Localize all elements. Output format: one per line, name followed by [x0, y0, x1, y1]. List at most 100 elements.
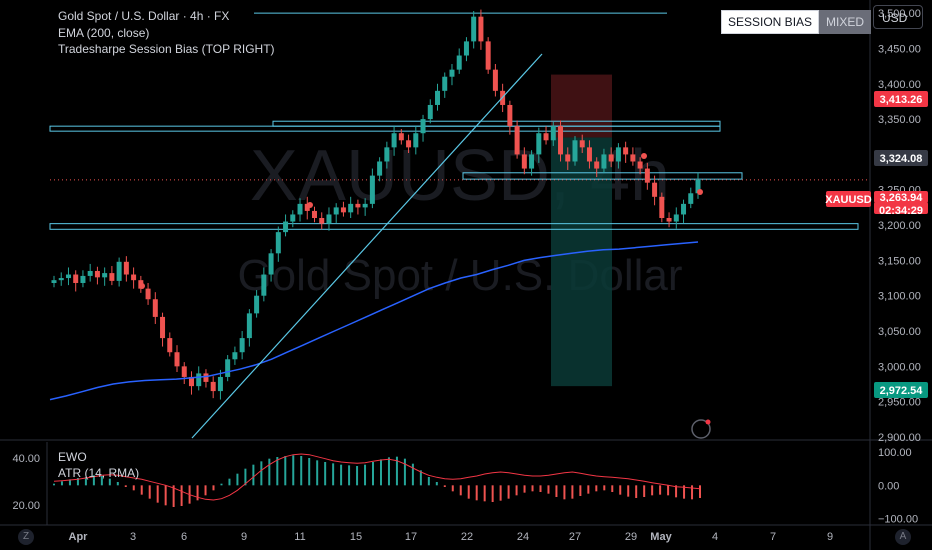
price-tick-label: 3,350.00 — [878, 114, 921, 126]
candle — [442, 76, 448, 91]
session-marker — [641, 153, 647, 159]
time-tick-label: 9 — [827, 531, 833, 543]
candle — [203, 373, 209, 382]
candle — [377, 161, 383, 176]
candle — [217, 376, 223, 392]
session-bias-label: SESSION BIAS — [721, 10, 820, 34]
ema-200-line — [49, 241, 699, 401]
candle — [623, 147, 629, 155]
candle — [558, 126, 564, 155]
candle — [565, 154, 571, 162]
price-tick-label: 3,050.00 — [878, 326, 921, 338]
ewo-indicator-label[interactable]: EWO — [58, 450, 87, 464]
candle — [283, 221, 289, 233]
candle — [246, 313, 252, 339]
candle — [145, 288, 151, 300]
candle — [427, 104, 433, 120]
candle — [391, 133, 397, 148]
candle — [355, 203, 361, 208]
timezone-corner-button[interactable]: Z — [18, 529, 34, 545]
candle — [369, 175, 375, 204]
price-badge-label: 3,413.26 — [880, 94, 923, 106]
time-tick-label: 22 — [461, 531, 473, 543]
candle — [181, 366, 187, 377]
atr-left-tick: 20.00 — [12, 500, 40, 512]
price-badge — [874, 382, 928, 398]
candle — [268, 253, 274, 275]
symbol-title: Gold Spot / U.S. Dollar · 4h · FX — [58, 9, 230, 23]
time-tick-label: 24 — [517, 531, 529, 543]
price-tick-label: 3,450.00 — [878, 43, 921, 55]
price-tick-label: 2,900.00 — [878, 432, 921, 444]
candle — [188, 376, 194, 387]
atr-left-tick: 40.00 — [12, 453, 40, 465]
candle — [311, 210, 317, 218]
candle — [94, 270, 100, 278]
candle — [290, 214, 296, 222]
candle — [644, 168, 650, 183]
time-tick-label: 17 — [405, 531, 417, 543]
candle — [80, 275, 86, 283]
candle — [58, 278, 64, 281]
candle — [681, 203, 687, 215]
candle — [304, 203, 310, 211]
price-badge-label: 02:34:29 — [879, 205, 923, 217]
auto-scale-button[interactable]: A — [895, 529, 911, 545]
candle — [413, 133, 419, 148]
price-badge — [874, 202, 928, 214]
candle — [123, 261, 129, 275]
support-resistance-zone — [49, 125, 721, 132]
atr-indicator-label[interactable]: ATR (14, RMA) — [58, 466, 140, 480]
candle — [254, 295, 260, 314]
candle — [572, 140, 578, 162]
candle — [659, 196, 665, 218]
candle — [152, 299, 158, 317]
candle — [420, 119, 426, 134]
candle — [340, 207, 346, 213]
candle — [586, 147, 592, 162]
risk-box-target — [551, 137, 612, 387]
candle — [637, 161, 643, 169]
ema-indicator-label[interactable]: EMA (200, close) — [58, 26, 150, 40]
candle — [673, 214, 679, 222]
candle — [536, 133, 542, 155]
price-tick-label: 3,100.00 — [878, 291, 921, 303]
candle — [435, 90, 441, 105]
time-tick-label: 15 — [350, 531, 362, 543]
candle — [131, 274, 137, 281]
candle — [463, 41, 469, 56]
time-tick-label: 29 — [625, 531, 637, 543]
candle — [239, 338, 245, 353]
session-bias-indicator-label[interactable]: Tradesharpe Session Bias (TOP RIGHT) — [58, 42, 275, 56]
time-tick-label: 11 — [294, 531, 305, 543]
candle — [521, 154, 527, 169]
price-tick-label: 3,000.00 — [878, 361, 921, 373]
candle — [471, 16, 477, 42]
candle — [652, 182, 658, 197]
currency-button[interactable]: USD — [873, 5, 923, 29]
time-tick-label: 6 — [181, 531, 187, 543]
time-tick-label: 7 — [770, 531, 776, 543]
candle — [319, 218, 325, 224]
time-tick-label: 4 — [712, 531, 718, 543]
candle — [210, 381, 216, 392]
ewo-right-tick: 0.00 — [878, 480, 899, 492]
price-tick-label: 3,150.00 — [878, 255, 921, 267]
candle — [167, 338, 173, 353]
candle — [529, 154, 535, 169]
ewo-right-tick: 100.00 — [878, 447, 912, 459]
time-tick-label: May — [650, 531, 672, 543]
price-tick-label: 3,200.00 — [878, 220, 921, 232]
candle — [492, 69, 498, 91]
candle — [666, 218, 672, 222]
session-marker — [307, 202, 313, 208]
candle — [362, 203, 368, 208]
candle — [514, 126, 520, 155]
candle — [116, 261, 122, 281]
candle — [550, 126, 556, 141]
candle — [695, 179, 701, 194]
session-bias-table: SESSION BIAS MIXED — [721, 10, 872, 34]
candle — [485, 41, 491, 70]
alert-dot-icon — [705, 419, 711, 425]
